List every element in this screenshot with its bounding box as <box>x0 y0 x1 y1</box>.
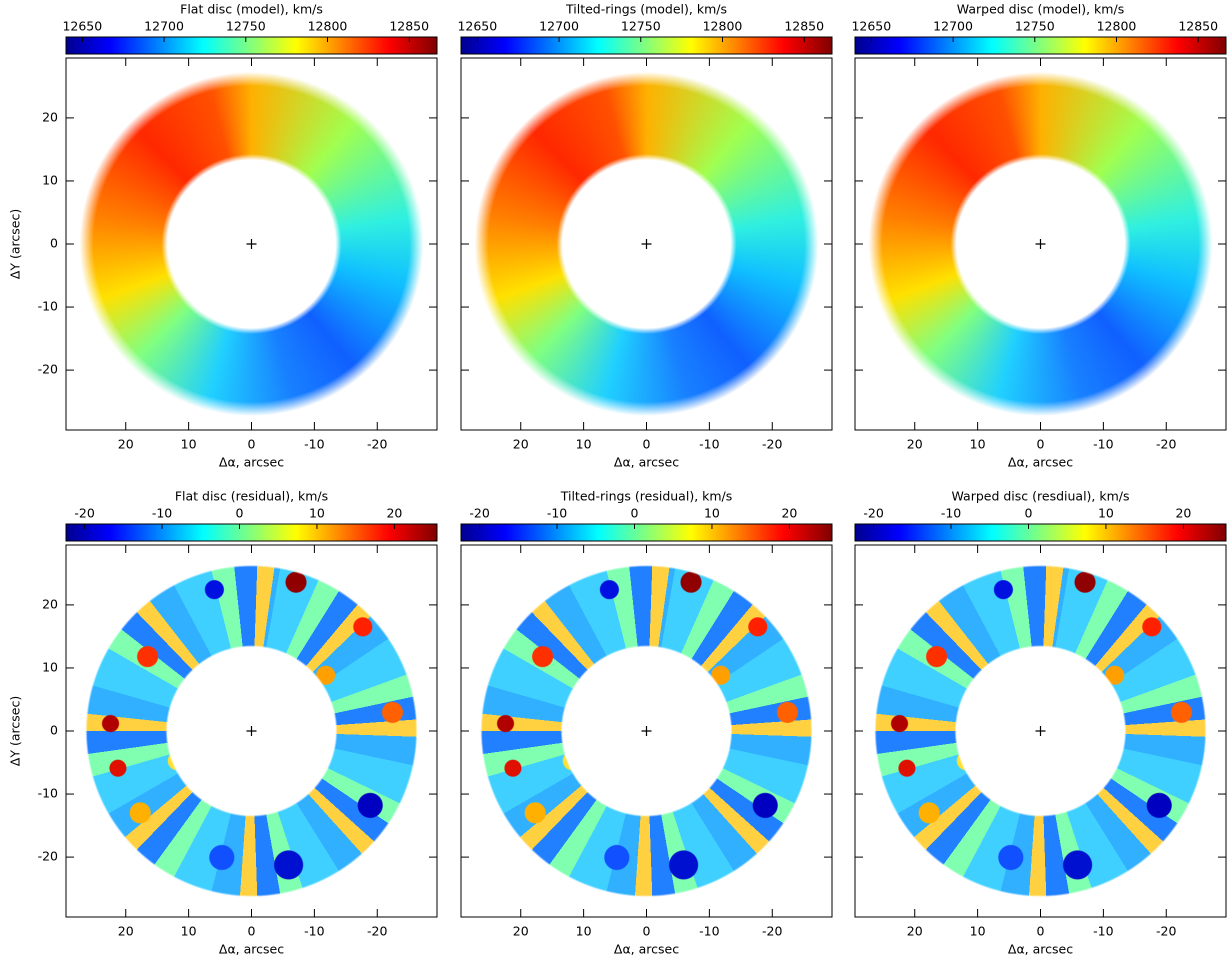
x-tick-label: 20 <box>118 924 134 939</box>
colorbar-tick-label: 12800 <box>308 19 348 34</box>
colorbar-tick-label: 0 <box>1025 506 1033 521</box>
colorbar-tick-label: 0 <box>631 506 639 521</box>
colorbar <box>65 36 438 55</box>
center-marker <box>641 239 652 249</box>
x-tick-label: 20 <box>118 437 134 452</box>
x-tick-label: -10 <box>304 437 324 452</box>
x-axis-label: Δα, arcsec <box>614 455 679 470</box>
x-tick-label: -10 <box>304 924 324 939</box>
colorbar-tick-label: 12850 <box>1178 19 1218 34</box>
center-marker <box>1035 239 1046 249</box>
colorbar-tick-label: 12750 <box>1015 19 1055 34</box>
x-axis-label: Δα, arcsec <box>1008 455 1073 470</box>
colorbar-tick-label: 12700 <box>539 19 579 34</box>
x-axis-label: Δα, arcsec <box>219 455 284 470</box>
colorbar-tick-label: -10 <box>547 506 567 521</box>
y-tick-label: 0 <box>50 236 58 251</box>
colorbar-title: Tilted-rings (model), km/s <box>565 2 727 17</box>
colorbar-tick-label: 12650 <box>851 19 891 34</box>
colorbar-tick-label: -20 <box>74 506 94 521</box>
colorbar-tick-label: -20 <box>469 506 489 521</box>
x-tick-label: 0 <box>643 437 651 452</box>
colorbar-tick-label: -10 <box>152 506 172 521</box>
center-marker <box>641 726 652 736</box>
x-tick-label: 0 <box>643 924 651 939</box>
x-tick-label: -10 <box>1093 924 1113 939</box>
colorbar-tick-label: 10 <box>309 506 325 521</box>
colorbar <box>854 36 1227 55</box>
x-tick-label: -10 <box>1093 437 1113 452</box>
x-tick-label: 20 <box>907 924 923 939</box>
x-tick-label: 20 <box>513 437 529 452</box>
x-tick-label: -10 <box>699 437 719 452</box>
x-tick-label: 10 <box>576 437 592 452</box>
center-marker <box>1035 726 1046 736</box>
colorbar-tick-label: 12750 <box>621 19 661 34</box>
colorbar-title: Tilted-rings (residual), km/s <box>560 489 733 504</box>
y-tick-label: -10 <box>38 299 58 314</box>
colorbar-tick-label: -20 <box>863 506 883 521</box>
colorbar-tick-label: -10 <box>941 506 961 521</box>
colorbar-tick-label: 12700 <box>933 19 973 34</box>
colorbar-tick-label: 12850 <box>389 19 429 34</box>
x-tick-label: 0 <box>1037 924 1045 939</box>
y-tick-label: 10 <box>42 659 58 674</box>
colorbar-title: Flat disc (residual), km/s <box>175 489 328 504</box>
x-tick-label: 10 <box>181 924 197 939</box>
x-tick-label: 20 <box>513 924 529 939</box>
colorbar <box>65 523 438 542</box>
y-tick-label: 0 <box>50 723 58 738</box>
colorbar-tick-label: 0 <box>236 506 244 521</box>
x-tick-label: -20 <box>1156 437 1176 452</box>
colorbar-title: Warped disc (model), km/s <box>957 2 1124 17</box>
colorbar-tick-label: 10 <box>1098 506 1114 521</box>
colorbar-tick-label: 12800 <box>703 19 743 34</box>
x-tick-label: 0 <box>248 924 256 939</box>
colorbar-tick-label: 20 <box>1175 506 1191 521</box>
x-tick-label: -20 <box>1156 924 1176 939</box>
x-axis-label: Δα, arcsec <box>219 942 284 957</box>
x-tick-label: -20 <box>762 924 782 939</box>
colorbar-tick-label: 12750 <box>226 19 266 34</box>
x-axis-label: Δα, arcsec <box>614 942 679 957</box>
colorbar-tick-label: 12650 <box>62 19 102 34</box>
colorbar-tick-label: 12650 <box>457 19 497 34</box>
x-tick-label: 20 <box>907 437 923 452</box>
colorbar <box>460 523 833 542</box>
x-tick-label: 10 <box>970 924 986 939</box>
y-tick-label: 20 <box>42 109 58 124</box>
y-tick-label: -20 <box>38 362 58 377</box>
y-tick-label: -20 <box>38 849 58 864</box>
x-tick-label: -20 <box>367 437 387 452</box>
colorbar-tick-label: 12850 <box>784 19 824 34</box>
y-axis-label: ΔY (arcsec) <box>8 696 23 766</box>
colorbar-title: Flat disc (model), km/s <box>180 2 323 17</box>
y-tick-label: 10 <box>42 172 58 187</box>
colorbar-tick-label: 20 <box>386 506 402 521</box>
colorbar <box>460 36 833 55</box>
x-tick-label: 10 <box>970 437 986 452</box>
x-axis-label: Δα, arcsec <box>1008 942 1073 957</box>
x-tick-label: -20 <box>762 437 782 452</box>
x-tick-label: 0 <box>1037 437 1045 452</box>
y-tick-label: 20 <box>42 596 58 611</box>
x-tick-label: 10 <box>181 437 197 452</box>
colorbar-tick-label: 12800 <box>1097 19 1137 34</box>
x-tick-label: -10 <box>699 924 719 939</box>
colorbar-tick-label: 12700 <box>144 19 184 34</box>
colorbar-tick-label: 20 <box>781 506 797 521</box>
center-marker <box>246 726 257 736</box>
y-axis-label: ΔY (arcsec) <box>8 209 23 279</box>
y-tick-label: -10 <box>38 786 58 801</box>
x-tick-label: 0 <box>248 437 256 452</box>
x-tick-label: -20 <box>367 924 387 939</box>
center-marker <box>246 239 257 249</box>
colorbar-tick-label: 10 <box>704 506 720 521</box>
colorbar <box>854 523 1227 542</box>
colorbar-title: Warped disc (resdiual), km/s <box>951 489 1129 504</box>
x-tick-label: 10 <box>576 924 592 939</box>
